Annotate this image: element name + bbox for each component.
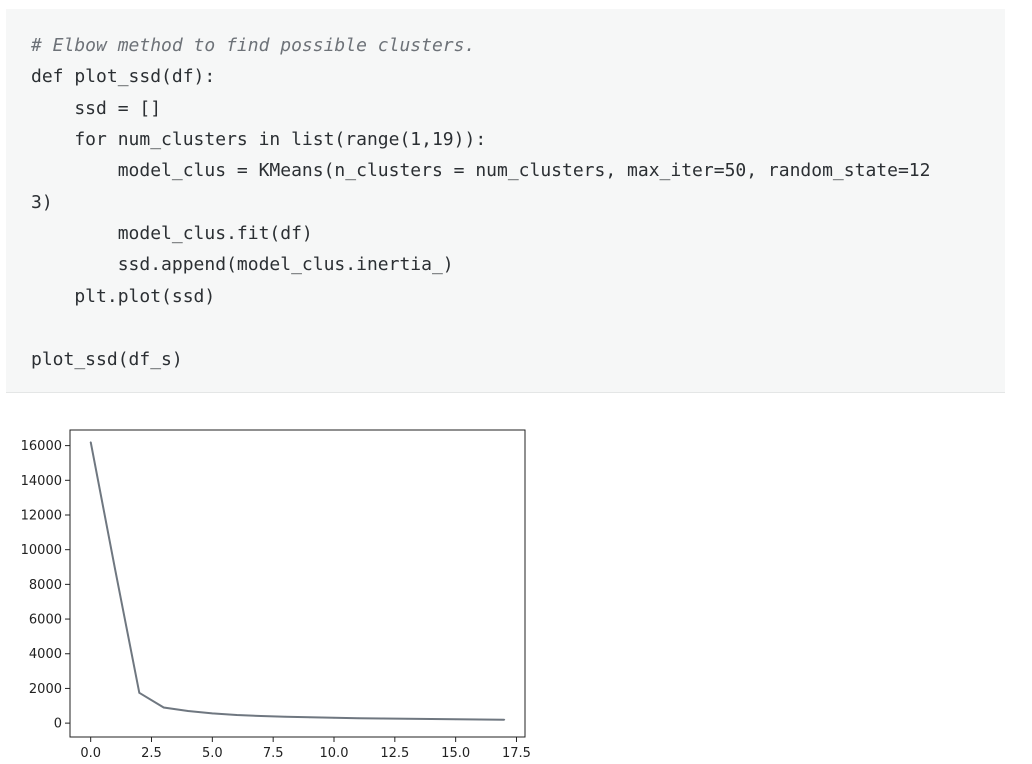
data-point — [479, 718, 481, 721]
data-point — [138, 691, 141, 694]
x-tick-label: 17.5 — [502, 746, 531, 759]
data-point — [406, 717, 408, 720]
data-point — [89, 441, 92, 443]
data-point — [235, 714, 238, 716]
x-tick-label: 15.0 — [441, 746, 470, 759]
elbow-plot: 0 2000 4000 6000 8000 10000 12000 14000 16000 0.… — [21, 429, 531, 761]
x-tick-label: 2.5 — [141, 746, 162, 759]
code-line-append: ssd.append(model_clus.inertia_) — [31, 254, 454, 275]
series-group — [89, 441, 506, 721]
y-tick-label: 12000 — [21, 508, 62, 523]
data-point — [187, 710, 189, 712]
code-line-ssd-init: ssd = [] — [31, 98, 162, 119]
data-point — [162, 706, 165, 709]
plot-frame — [69, 429, 526, 738]
data-point — [211, 712, 214, 715]
data-point — [114, 567, 116, 570]
code-line-comment: # Elbow method to find possible clusters… — [31, 35, 475, 57]
y-tick-label: 14000 — [21, 474, 62, 489]
data-point — [308, 716, 311, 719]
x-tick-label: 12.5 — [380, 746, 409, 759]
y-tick-label: 8000 — [29, 578, 62, 593]
code-line-kmeans: model_clus = KMeans(n_clusters = num_clu… — [31, 160, 931, 181]
data-point — [381, 717, 384, 720]
y-tick-label: 6000 — [29, 613, 62, 628]
x-axis: 0.0 2.5 5.0 7.5 10.0 12.5 15.0 17.5 — [80, 737, 531, 761]
y-tick-label: 4000 — [29, 647, 62, 662]
code-line-kmeans-wrap: 3) — [31, 192, 53, 213]
data-point — [333, 717, 335, 719]
data-point — [430, 718, 433, 720]
series-line — [89, 441, 505, 721]
x-tick-label: 0.0 — [80, 746, 101, 759]
code-line-plot: plt.plot(ssd) — [31, 286, 216, 307]
code-line-call: plot_ssd(df_s) — [31, 349, 183, 370]
code-line-fit: model_clus.fit(df) — [31, 223, 313, 244]
data-point — [260, 715, 262, 717]
x-tick-label: 5.0 — [202, 746, 223, 759]
x-tick-label: 10.0 — [320, 746, 349, 759]
y-tick-label: 16000 — [21, 439, 62, 454]
code-comment: # Elbow method to find possible clusters… — [31, 35, 476, 56]
output-chart: 0 2000 4000 6000 8000 10000 12000 14000 16000 0.… — [0, 410, 540, 761]
data-point — [284, 715, 287, 718]
code-line-for-loop: for num_clusters in list(range(1,19)): — [31, 129, 487, 150]
data-point — [503, 718, 506, 721]
y-axis: 0 2000 4000 6000 8000 10000 12000 14000 16000 — [21, 439, 70, 732]
data-point — [454, 718, 457, 721]
x-tick-label: 7.5 — [263, 746, 284, 759]
y-tick-label: 0 — [54, 717, 62, 732]
y-tick-label: 10000 — [21, 543, 62, 558]
code-cell[interactable]: # Elbow method to find possible clusters… — [6, 9, 1005, 393]
y-tick-label: 2000 — [29, 682, 62, 697]
code-line-def: def plot_ssd(df): — [31, 66, 216, 87]
data-point — [357, 717, 360, 719]
